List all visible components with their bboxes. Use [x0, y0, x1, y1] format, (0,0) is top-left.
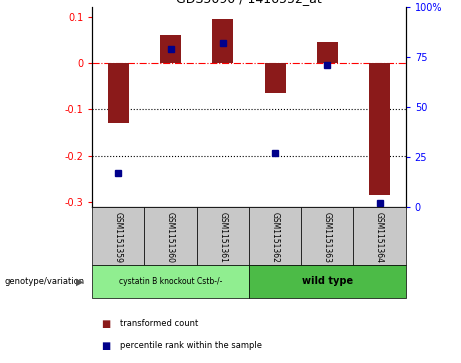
FancyBboxPatch shape — [92, 207, 144, 265]
Bar — [108, 63, 129, 123]
Bar — [317, 42, 338, 63]
Text: GSM1151360: GSM1151360 — [166, 212, 175, 262]
Text: ▶: ▶ — [76, 276, 83, 286]
FancyBboxPatch shape — [197, 207, 249, 265]
Text: cystatin B knockout Cstb-/-: cystatin B knockout Cstb-/- — [119, 277, 222, 286]
Bar — [265, 63, 285, 93]
Text: genotype/variation: genotype/variation — [5, 277, 85, 286]
FancyBboxPatch shape — [144, 207, 197, 265]
Text: transformed count: transformed count — [120, 319, 198, 329]
Text: percentile rank within the sample: percentile rank within the sample — [120, 341, 262, 350]
FancyBboxPatch shape — [249, 265, 406, 298]
Bar — [213, 19, 233, 63]
Text: wild type: wild type — [302, 276, 353, 286]
FancyBboxPatch shape — [92, 265, 249, 298]
Text: ■: ■ — [101, 341, 111, 351]
Bar — [160, 35, 181, 63]
Text: GSM1151362: GSM1151362 — [271, 212, 279, 262]
Text: ■: ■ — [101, 319, 111, 330]
FancyBboxPatch shape — [249, 207, 301, 265]
Text: GSM1151361: GSM1151361 — [219, 212, 227, 262]
FancyBboxPatch shape — [354, 207, 406, 265]
Text: GSM1151363: GSM1151363 — [323, 212, 332, 262]
Bar — [369, 63, 390, 195]
Text: GSM1151359: GSM1151359 — [114, 212, 123, 262]
Title: GDS5090 / 1416552_at: GDS5090 / 1416552_at — [176, 0, 322, 5]
FancyBboxPatch shape — [301, 207, 354, 265]
Text: GSM1151364: GSM1151364 — [375, 212, 384, 262]
